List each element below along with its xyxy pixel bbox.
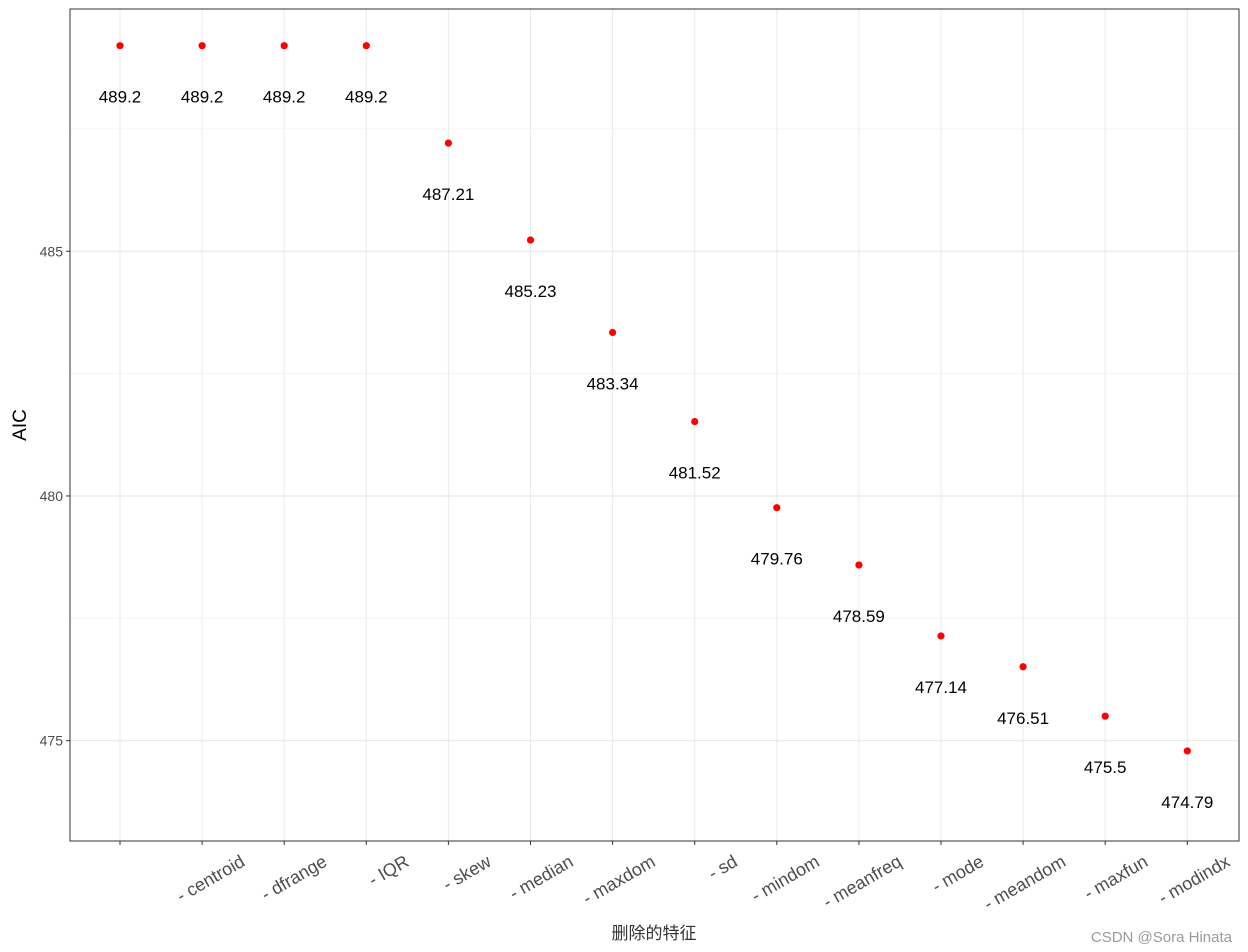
data-point <box>691 417 699 426</box>
data-point <box>280 42 288 50</box>
data-label: 489.2 <box>263 88 306 107</box>
plot-panel-border <box>69 8 1240 842</box>
data-label: 474.79 <box>1161 793 1213 812</box>
x-tick-label: - meandom <box>980 851 1069 914</box>
x-tick-label: - maxfun <box>1081 851 1152 903</box>
x-tick-label: - IQR <box>365 851 412 890</box>
data-point <box>855 561 863 569</box>
data-label: 478.59 <box>833 607 885 626</box>
data-label: 489.2 <box>181 88 224 107</box>
data-point <box>116 42 124 50</box>
data-point <box>444 139 452 147</box>
x-tick-label: - centroid <box>173 851 248 906</box>
data-label: 476.51 <box>997 709 1049 728</box>
data-label: 481.52 <box>669 464 721 483</box>
data-point <box>773 504 781 512</box>
x-tick-label: - meanfreq <box>820 851 905 912</box>
x-tick-label: - mindom <box>748 851 823 906</box>
data-point <box>526 236 535 244</box>
data-point <box>362 42 370 50</box>
data-label: 487.21 <box>422 185 474 204</box>
data-label: 489.2 <box>99 88 142 107</box>
data-label: 483.34 <box>587 375 639 394</box>
data-point <box>609 328 617 337</box>
data-points <box>116 42 1191 755</box>
x-tick-label: - maxdom <box>579 851 658 908</box>
grid <box>70 9 1239 841</box>
data-label: 485.23 <box>505 282 557 301</box>
y-axis: 475 480 485 <box>40 243 70 749</box>
data-point <box>1101 712 1109 720</box>
data-point <box>1019 663 1027 671</box>
x-tick-label: - median <box>506 851 577 903</box>
data-label: 479.76 <box>751 550 803 569</box>
x-tick-label: - skew <box>439 851 495 895</box>
y-tick-label: 485 <box>40 243 64 259</box>
x-axis: - centroid - dfrange - IQR - skew - median - … <box>119 841 1233 914</box>
x-axis-title: 删除的特征 <box>612 924 697 944</box>
y-tick-label: 475 <box>40 733 64 749</box>
data-label: 475.5 <box>1084 758 1127 777</box>
y-tick-label: 480 <box>40 488 64 504</box>
watermark: CSDN @Sora Hinata <box>1090 929 1232 946</box>
x-tick-label: - modindx <box>1155 851 1233 908</box>
data-point <box>1183 747 1191 755</box>
data-labels: 489.2 489.2 489.2 489.2 487.21 485.23 483.34 48… <box>99 88 1214 812</box>
data-point <box>937 632 945 640</box>
x-tick-label: - dfrange <box>258 851 330 904</box>
x-tick-label: - sd <box>705 851 741 883</box>
x-tick-label: - mode <box>928 851 987 896</box>
data-label: 477.14 <box>915 678 967 697</box>
data-label: 489.2 <box>345 88 388 107</box>
y-axis-title: AIC <box>10 409 31 441</box>
data-point <box>198 42 206 50</box>
